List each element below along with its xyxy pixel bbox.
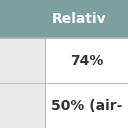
- Bar: [45, 83, 128, 128]
- Bar: [0, 0, 128, 38]
- Bar: [0, 38, 45, 83]
- Text: 74%: 74%: [70, 54, 103, 68]
- Bar: [45, 38, 128, 83]
- Text: Relativ: Relativ: [51, 12, 106, 26]
- Text: 50% (air-: 50% (air-: [51, 99, 122, 113]
- Bar: [0, 83, 45, 128]
